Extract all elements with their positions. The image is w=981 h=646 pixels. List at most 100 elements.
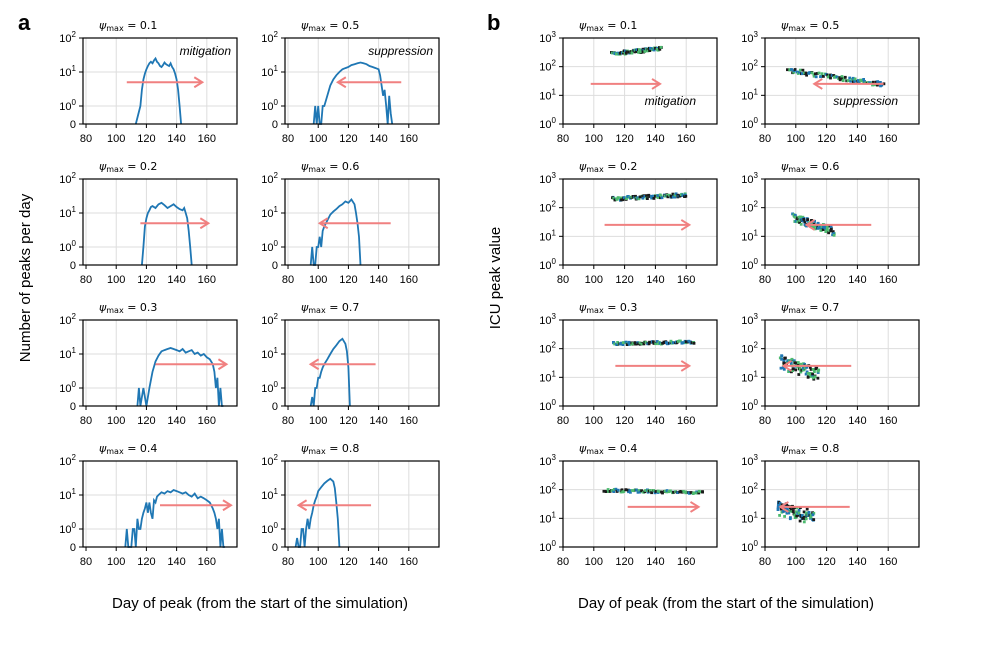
panel-label-a: a <box>18 10 31 35</box>
x-tick-label: 100 <box>107 274 125 286</box>
trend-arrow-head <box>193 76 205 89</box>
data-point <box>649 194 653 198</box>
y-tick-label: 100 <box>59 239 76 254</box>
x-tick-label: 80 <box>80 415 92 427</box>
data-point <box>803 362 806 366</box>
y-tick-label: 101 <box>59 346 76 361</box>
data-point <box>846 79 850 82</box>
data-point <box>810 71 814 75</box>
y-tick-label: 0 <box>272 119 278 131</box>
subplot-a-1: 80 100 120 140 160 0 100 101 102 ψmax = 0.1 <box>59 19 238 145</box>
data-point <box>780 354 783 358</box>
x-tick-label: 80 <box>282 415 294 427</box>
data-point <box>669 339 673 343</box>
data-point <box>806 372 810 375</box>
x-tick-label: 80 <box>557 133 569 145</box>
annotation-mitigation: mitigation <box>645 94 697 108</box>
data-point <box>857 81 861 85</box>
data-point <box>622 196 626 199</box>
data-point <box>625 197 628 200</box>
data-point <box>797 511 801 515</box>
y-tick-label: 100 <box>539 398 556 413</box>
x-tick-label: 140 <box>646 415 664 427</box>
data-point <box>809 368 813 371</box>
data-point <box>643 50 647 53</box>
data-point <box>631 195 635 198</box>
panel-b-ylabel: ICU peak value <box>487 227 504 330</box>
data-point <box>798 519 802 523</box>
trend-arrow-head <box>680 360 692 372</box>
y-tick-label: 100 <box>59 380 76 395</box>
subplot-a-3: 80 100 120 140 160 0 100 101 102 ψmax = 0.2 <box>59 160 238 286</box>
data-point <box>654 490 658 493</box>
data-point <box>811 376 815 380</box>
data-point <box>625 343 629 346</box>
data-point <box>644 489 647 492</box>
data-point <box>665 193 669 197</box>
data-point <box>647 342 651 346</box>
x-tick-label: 80 <box>80 274 92 286</box>
y-tick-label: 100 <box>261 380 278 395</box>
axes-frame <box>82 178 238 266</box>
x-tick-label: 100 <box>787 415 805 427</box>
x-tick-label: 100 <box>787 133 805 145</box>
y-tick-label: 102 <box>59 453 76 468</box>
data-point <box>788 68 792 71</box>
data-point <box>795 510 798 514</box>
data-point <box>841 79 845 82</box>
data-point <box>876 80 880 83</box>
data-point <box>661 491 664 495</box>
x-tick-label: 160 <box>198 556 216 568</box>
data-point <box>615 343 618 346</box>
data-point <box>690 341 694 344</box>
data-point <box>851 76 855 80</box>
data-point <box>680 490 684 494</box>
data-point <box>630 489 634 492</box>
x-tick-label: 120 <box>339 415 357 427</box>
axes-frame <box>562 37 718 125</box>
data-point <box>682 341 685 345</box>
y-tick-label: 102 <box>741 59 758 74</box>
y-tick-label: 101 <box>741 87 758 102</box>
data-point <box>785 504 789 507</box>
x-tick-label: 140 <box>369 274 387 286</box>
data-point <box>793 513 797 517</box>
data-point <box>799 215 802 219</box>
data-point <box>801 517 805 520</box>
data-point <box>805 73 808 77</box>
x-tick-label: 80 <box>557 415 569 427</box>
axes-frame <box>764 37 920 125</box>
data-point <box>656 48 660 52</box>
axes-frame <box>562 460 718 548</box>
data-point <box>792 506 795 510</box>
axes-frame <box>562 178 718 266</box>
data-point <box>800 72 804 75</box>
data-point <box>819 226 822 230</box>
y-tick-label: 101 <box>59 205 76 220</box>
series-line <box>136 347 224 407</box>
y-tick-label: 100 <box>539 116 556 131</box>
x-tick-label: 160 <box>677 274 695 286</box>
x-tick-label: 100 <box>107 415 125 427</box>
data-point <box>639 50 643 54</box>
data-point <box>646 342 650 346</box>
x-tick-label: 140 <box>848 556 866 568</box>
data-point <box>802 218 806 221</box>
x-tick-label: 120 <box>615 274 633 286</box>
axes-frame <box>284 37 440 125</box>
data-point <box>646 197 649 200</box>
trend-arrow-head <box>335 76 347 89</box>
data-point <box>619 196 623 200</box>
x-tick-label: 160 <box>400 415 418 427</box>
data-point <box>872 80 875 84</box>
data-point <box>859 79 863 83</box>
x-tick-label: 120 <box>615 556 633 568</box>
data-point <box>792 359 796 363</box>
x-tick-label: 100 <box>107 556 125 568</box>
series-line <box>312 61 394 125</box>
y-tick-label: 101 <box>741 228 758 243</box>
data-point <box>697 491 701 495</box>
y-tick-label: 101 <box>261 487 278 502</box>
